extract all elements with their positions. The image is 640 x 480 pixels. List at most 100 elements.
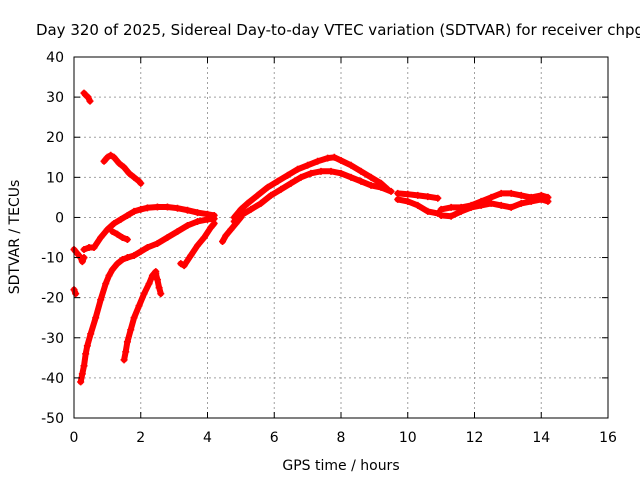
data-point	[357, 167, 365, 175]
data-point	[140, 290, 148, 298]
y-tick-label: 40	[46, 50, 64, 66]
data-point	[115, 159, 123, 167]
data-point	[414, 201, 422, 209]
data-point	[77, 378, 85, 386]
data-point	[200, 234, 208, 241]
y-tick-label: -50	[41, 411, 64, 427]
data-point	[227, 225, 235, 233]
data-point	[517, 191, 525, 199]
x-tick-label: 12	[466, 430, 484, 446]
data-point	[80, 362, 88, 370]
x-tick-label: 2	[136, 430, 145, 446]
data-point	[347, 161, 355, 169]
data-point	[284, 171, 292, 179]
data-point	[80, 246, 88, 254]
data-point	[153, 240, 161, 248]
data-point	[219, 238, 227, 246]
data-point	[304, 161, 312, 169]
data-series	[70, 89, 552, 386]
data-point	[337, 169, 345, 177]
data-point	[130, 252, 138, 260]
data-point	[108, 266, 116, 274]
data-point	[367, 173, 375, 181]
data-point	[173, 204, 181, 212]
data-point	[78, 370, 86, 378]
data-point	[222, 231, 230, 239]
data-point	[123, 338, 131, 346]
y-tick-label: -30	[41, 331, 64, 347]
data-point	[394, 195, 402, 203]
series-trace	[121, 268, 159, 363]
data-point	[327, 167, 335, 175]
data-point	[447, 203, 455, 211]
data-point	[72, 290, 80, 298]
data-point	[193, 209, 201, 217]
data-point	[187, 252, 195, 260]
data-point	[527, 197, 535, 205]
data-point	[143, 204, 151, 212]
data-point	[137, 179, 145, 187]
series-arc-10	[177, 219, 218, 270]
y-axis-tick-labels: -50 -40 -30 -20 -10 0 10 20 30 40	[41, 50, 64, 427]
x-axis-label: GPS time / hours	[282, 458, 399, 474]
data-point	[173, 227, 181, 235]
y-tick-label: -20	[41, 291, 64, 307]
data-point	[123, 254, 131, 262]
data-point	[244, 199, 252, 207]
data-point	[110, 153, 118, 161]
data-point	[193, 242, 201, 250]
data-point	[130, 314, 138, 322]
data-point	[437, 205, 445, 213]
data-point	[87, 330, 95, 338]
data-point	[183, 221, 191, 229]
data-point	[297, 173, 305, 181]
data-point	[163, 234, 171, 241]
data-point	[210, 219, 218, 227]
series-trace	[109, 228, 131, 243]
data-point	[137, 205, 145, 213]
data-point	[544, 197, 552, 205]
data-point	[317, 167, 325, 175]
data-point	[92, 314, 100, 322]
y-tick-label: 30	[46, 90, 64, 106]
series-arc-6	[108, 227, 131, 244]
data-point	[507, 189, 515, 197]
data-point	[102, 280, 110, 288]
series-trace	[152, 270, 164, 297]
x-tick-label: 8	[337, 430, 346, 446]
data-point	[347, 173, 355, 181]
y-tick-label: 0	[55, 210, 64, 226]
data-point	[357, 177, 365, 185]
data-point	[83, 342, 91, 350]
data-point	[247, 205, 255, 213]
data-point	[404, 197, 412, 205]
data-point	[100, 157, 108, 165]
data-point	[424, 193, 432, 201]
data-point	[294, 165, 302, 173]
data-point	[230, 217, 238, 225]
data-point	[105, 272, 113, 280]
data-point	[118, 256, 126, 264]
data-point	[497, 189, 505, 197]
data-point	[82, 350, 90, 358]
y-tick-label: 10	[46, 170, 64, 186]
series-arc-12	[230, 153, 392, 221]
data-point	[404, 190, 412, 198]
x-tick-label: 10	[399, 430, 417, 446]
x-tick-label: 14	[532, 430, 550, 446]
data-point	[137, 248, 145, 256]
y-axis-label: SDTVAR / TECUs	[7, 180, 23, 295]
chart-title: Day 320 of 2025, Sidereal Day-to-day VTE…	[36, 21, 640, 39]
data-point	[163, 203, 171, 211]
data-point	[487, 193, 495, 201]
data-point	[73, 250, 81, 258]
series-arc-9	[152, 270, 165, 298]
data-point	[337, 156, 345, 164]
data-point	[97, 296, 105, 304]
data-point	[113, 230, 121, 238]
x-tick-label: 6	[270, 430, 279, 446]
data-point	[80, 254, 88, 262]
series-arc-8	[120, 268, 160, 364]
data-point	[507, 203, 515, 211]
